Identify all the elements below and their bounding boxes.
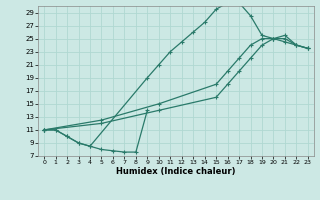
X-axis label: Humidex (Indice chaleur): Humidex (Indice chaleur) xyxy=(116,167,236,176)
